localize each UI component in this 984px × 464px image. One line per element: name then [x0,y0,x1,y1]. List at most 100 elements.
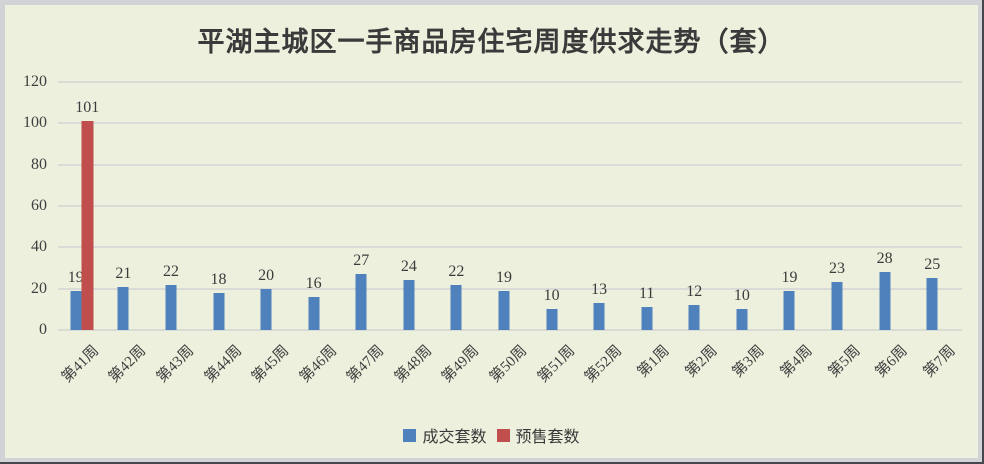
x-axis-tick-label: 第3周 [730,342,769,381]
data-label: 20 [258,267,275,284]
bar-group: 25 [924,256,950,330]
x-axis-tick-label: 第52周 [582,342,626,386]
legend-swatch [403,428,417,442]
category-slot: 27 第47周 [343,82,391,386]
x-axis-tick-label: 第46周 [296,342,340,386]
bar-group: 10 [734,287,759,330]
category-slot: 19 第50周 [486,82,534,386]
plot-area: 0 20 40 60 80 100 120 19 101 第41周 21 第42周 22 第43周 18 第… [23,73,962,386]
deal-count-bar: 23 [829,260,845,330]
data-label: 28 [876,250,893,267]
legend-label: 预售套数 [515,429,580,446]
bar-group: 19 [781,269,807,330]
data-label: 12 [686,283,703,300]
deal-count-bar: 22 [448,263,464,330]
x-axis-tick-label: 第5周 [825,342,864,381]
x-axis-tick-label: 第7周 [920,342,959,381]
deal-count-bar: 27 [353,252,369,330]
deal-count-bar: 10 [544,287,560,330]
bar-group: 19 101 [68,99,99,330]
legend-item: 成交套数 [403,423,487,447]
y-axis-tick-label: 20 [31,279,47,297]
category-slot: 18 第44周 [201,82,249,386]
y-axis-tick-label: 0 [39,321,47,338]
deal-count-bar: 24 [401,258,417,330]
bar-group: 16 [306,275,331,330]
bar-group: 12 [686,283,712,330]
data-label: 25 [924,256,941,273]
x-axis-tick-label: 第2周 [682,342,721,381]
gridline [58,163,962,166]
category-slot: 10 第51周 [534,82,582,386]
bar-group: 24 [401,258,426,330]
category-slot: 20 第45周 [248,82,296,386]
data-label: 10 [543,287,560,304]
data-label: 21 [115,265,132,282]
deal-count-bar: 28 [877,250,893,330]
category-slot: 24 第48周 [391,82,439,386]
data-label: 13 [591,281,608,298]
deal-count-bar: 16 [306,275,322,330]
deal-count-bar: 18 [211,271,227,330]
bar-group: 11 [639,285,664,330]
data-label: 19 [67,269,84,286]
deal-count-bar: 19 [68,269,84,330]
gridline [58,246,962,249]
category-slot: 21 第42周 [106,82,154,386]
y-axis-tick-label: 100 [23,114,47,132]
x-axis-tick-label: 第6周 [872,342,911,381]
data-label: 19 [495,269,512,286]
bar-group: 19 [496,269,521,330]
category-slot: 22 第43周 [153,82,201,386]
deal-count-bar: 21 [115,265,131,330]
category-slot: 13 第52周 [581,82,629,386]
data-label: 19 [781,269,798,286]
legend: 成交套数 预售套数 [5,423,978,447]
x-axis-tick-label: 第45周 [249,342,293,386]
data-label: 27 [353,252,370,269]
category-slot: 12 第2周 [677,82,725,381]
data-label: 16 [305,275,322,292]
data-label: 101 [75,99,100,116]
y-axis-tick-label: 80 [31,155,47,173]
presale-count-bar: 101 [75,99,99,330]
category-slot: 28 第6周 [867,82,915,381]
category-slot: 16 第46周 [296,82,344,386]
gridline [58,205,962,207]
bar-group: 20 [258,267,284,330]
data-label: 10 [733,287,750,304]
deal-count-bar: 10 [734,287,750,330]
category-slot: 25 第7周 [914,82,962,381]
data-label: 22 [448,263,465,280]
chart-container: 平湖主城区一手商品房住宅周度供求走势（套） 0 20 40 60 80 100 120 19… [5,5,978,458]
data-label: 23 [829,260,846,277]
bar-group: 22 [163,263,188,330]
x-axis-tick-label: 第51周 [534,342,578,386]
data-label: 11 [639,285,655,302]
category-slot: 19 第4周 [772,82,820,381]
bar-group: 28 [877,250,902,330]
gridline [58,81,962,83]
deal-count-bar: 12 [686,283,702,330]
bar-group: 18 [211,271,236,330]
y-axis-tick-label: 60 [31,197,47,214]
deal-count-bar: 11 [639,285,654,330]
y-axis-tick-label: 120 [23,73,47,90]
bar-group: 23 [829,260,855,330]
legend-item: 预售套数 [496,423,580,447]
gridline [58,329,962,331]
data-label: 18 [210,271,227,288]
x-axis-tick-label: 第4周 [777,342,816,381]
bar-group: 21 [115,265,141,330]
x-axis-tick-label: 第47周 [344,342,388,386]
y-axis-tick-label: 40 [31,238,47,256]
deal-count-bar: 19 [781,269,797,330]
x-axis-tick-label: 第42周 [106,342,150,386]
category-slot: 11 第1周 [629,82,677,381]
x-axis-tick-label: 第41周 [58,342,102,386]
chart-title: 平湖主城区一手商品房住宅周度供求走势（套） [197,27,786,57]
bar-group: 10 [544,287,569,330]
gridline [58,287,962,290]
legend-label: 成交套数 [422,429,487,446]
deal-count-bar: 20 [258,267,274,330]
